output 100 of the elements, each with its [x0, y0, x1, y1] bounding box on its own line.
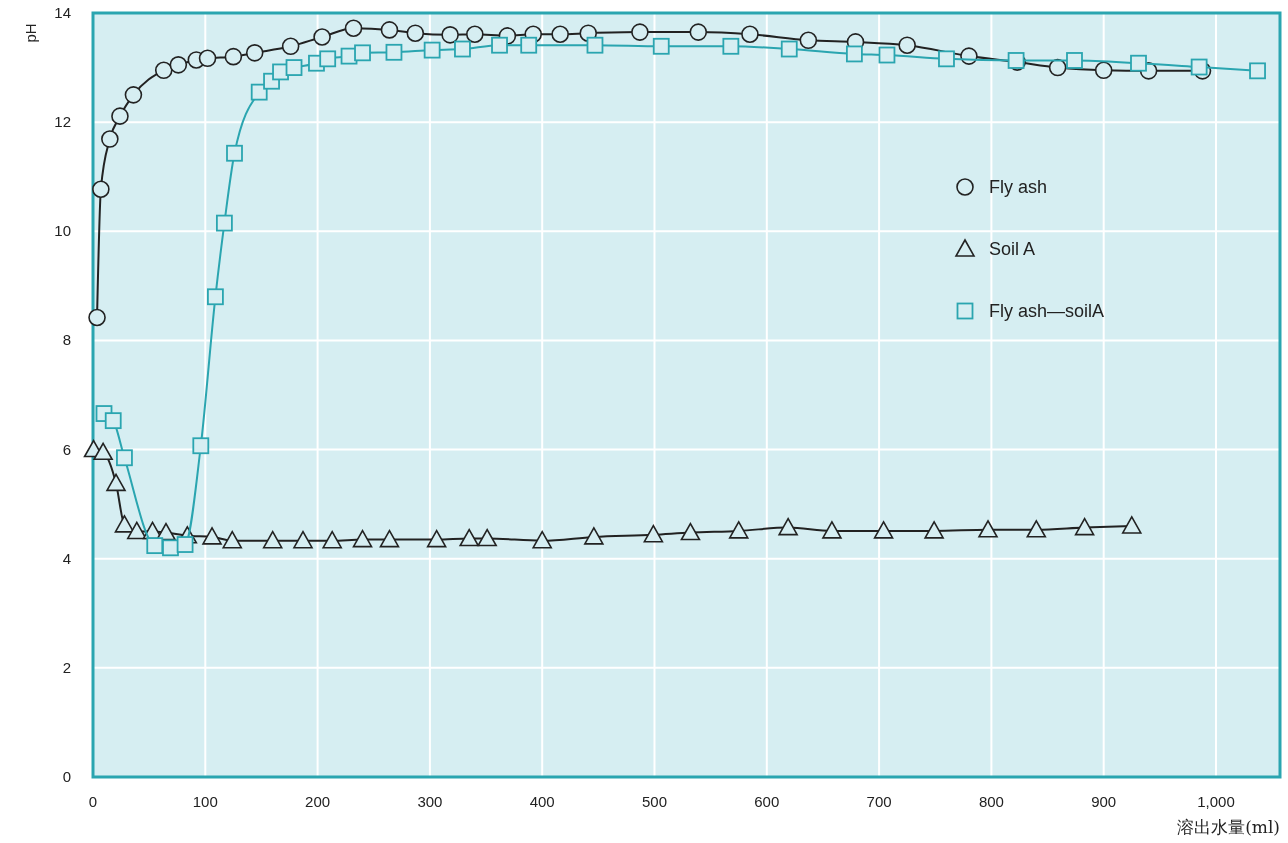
legend-label: Fly ash—soilA: [989, 301, 1105, 321]
x-tick-label: 1,000: [1197, 793, 1235, 810]
x-tick-label: 600: [754, 793, 780, 810]
point: [689, 23, 708, 41]
y-tick-label: 12: [54, 113, 71, 131]
y-tick-label: 14: [54, 4, 71, 21]
point: [551, 25, 569, 44]
point: [207, 288, 224, 306]
point: [1094, 61, 1113, 80]
x-axis-title: 溶出水量(ml): [1177, 817, 1280, 837]
point: [176, 536, 194, 553]
x-tick-label: 900: [1091, 793, 1117, 810]
y-tick-label: 8: [62, 331, 71, 349]
point: [741, 25, 759, 44]
x-tick-label: 300: [417, 793, 443, 810]
x-tick-label: 0: [88, 793, 98, 810]
point: [680, 522, 701, 541]
point: [322, 530, 342, 549]
point: [101, 130, 119, 148]
point: [215, 214, 233, 232]
point: [169, 56, 188, 74]
legend-label: Soil A: [989, 239, 1036, 259]
point: [352, 529, 373, 548]
y-tick-label: 4: [62, 549, 71, 567]
point: [106, 473, 126, 492]
point: [198, 49, 217, 68]
point: [281, 37, 300, 56]
point: [491, 36, 508, 54]
x-tick-label: 200: [305, 793, 331, 810]
point: [1048, 58, 1067, 77]
point: [459, 528, 479, 547]
point: [224, 47, 243, 66]
point: [250, 83, 268, 101]
point: [778, 517, 798, 536]
point: [124, 86, 143, 104]
y-tick-label: 2: [62, 658, 71, 676]
x-tick-label: 800: [978, 793, 1004, 810]
point: [1130, 54, 1147, 72]
point: [532, 530, 552, 549]
point: [111, 107, 129, 125]
y-tick-label: 10: [54, 222, 71, 240]
point: [822, 521, 842, 539]
legend-label: Fly ash: [989, 177, 1048, 197]
point: [520, 36, 538, 54]
point: [162, 539, 179, 557]
point: [114, 515, 135, 533]
point: [379, 529, 400, 548]
point: [845, 45, 863, 63]
point: [285, 59, 303, 76]
point: [454, 40, 471, 58]
point: [584, 527, 604, 545]
x-tick-label: 700: [866, 793, 892, 810]
x-tick-label: 400: [529, 793, 555, 810]
point: [924, 521, 944, 539]
point: [222, 530, 243, 549]
point: [116, 449, 133, 467]
point: [898, 36, 916, 54]
point: [722, 37, 740, 55]
point: [873, 521, 894, 539]
point: [938, 50, 955, 68]
point: [313, 28, 331, 46]
point: [104, 412, 122, 430]
y-tick-label: 0: [62, 768, 71, 785]
point: [354, 44, 371, 62]
point: [426, 529, 447, 548]
point: [477, 528, 497, 547]
point: [92, 180, 110, 199]
point: [127, 521, 147, 540]
point: [1066, 52, 1083, 69]
point: [406, 24, 425, 42]
y-tick-label: 6: [62, 440, 71, 458]
point: [385, 43, 403, 61]
point: [344, 19, 363, 38]
point: [441, 26, 459, 44]
y-axis-title: pH: [22, 23, 39, 43]
point: [319, 50, 337, 68]
point: [1026, 519, 1047, 538]
point: [293, 530, 313, 549]
point: [146, 537, 164, 555]
point: [586, 36, 604, 54]
point: [799, 31, 818, 50]
point: [88, 308, 106, 327]
point: [226, 144, 243, 162]
point: [423, 41, 441, 59]
point: [192, 437, 210, 455]
point: [1074, 517, 1095, 536]
point: [1190, 58, 1208, 76]
point: [245, 44, 264, 62]
point: [93, 442, 113, 461]
point: [631, 23, 649, 41]
x-tick-label: 100: [192, 793, 218, 810]
point: [262, 530, 283, 549]
point: [728, 521, 749, 539]
x-tick-label: 500: [641, 793, 668, 810]
point: [154, 61, 173, 80]
point: [780, 40, 798, 58]
point: [202, 527, 222, 545]
point: [380, 21, 399, 39]
point: [466, 25, 484, 44]
point: [1121, 516, 1142, 534]
